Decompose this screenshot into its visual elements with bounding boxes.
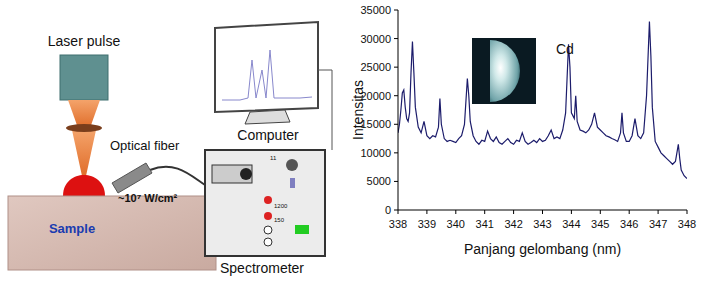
x-tick-label: 342 (504, 218, 522, 230)
button-red (264, 212, 272, 220)
lens (66, 124, 102, 132)
x-tick-label: 341 (476, 218, 494, 230)
y-tick (394, 10, 398, 11)
slot (212, 165, 252, 183)
x-tick (571, 210, 572, 214)
y-tick (394, 181, 398, 182)
x-tick (658, 210, 659, 214)
x-tick (542, 210, 543, 214)
fiber-port (240, 168, 252, 180)
plot-area (398, 21, 687, 178)
y-tick (394, 152, 398, 153)
laser-label: Laser pulse (48, 33, 121, 49)
x-tick-label: 348 (678, 218, 696, 230)
annotation: Cd (556, 41, 574, 57)
x-tick-label: 343 (533, 218, 551, 230)
button-white (264, 226, 272, 234)
x-tick (687, 210, 688, 214)
x-tick (455, 210, 456, 214)
sample-label: Sample (49, 221, 95, 236)
monitor-stand (245, 110, 290, 124)
screen-spectrum (222, 50, 312, 100)
x-tick (398, 210, 399, 214)
spectrometer-box (205, 150, 325, 256)
panel-label: 1200 (274, 203, 288, 209)
x-tick (484, 210, 485, 214)
y-tick-label: 35000 (360, 4, 391, 16)
laser-beam-focused (72, 130, 96, 176)
x-tick-label: 346 (620, 218, 638, 230)
sample-block (8, 196, 216, 270)
panel-label: 150 (274, 217, 285, 223)
x-tick-label: 344 (562, 218, 580, 230)
spectrum-line (398, 21, 687, 178)
y-tick (394, 67, 398, 68)
switch (290, 178, 295, 188)
x-tick-label: 339 (418, 218, 436, 230)
figure: Laser pulse Sample Optical fiber ~10⁷ W/cm²… (0, 0, 718, 282)
inset-plasma (490, 40, 520, 102)
x-tick (629, 210, 630, 214)
y-axis (398, 10, 399, 210)
button-red (264, 196, 272, 204)
y-tick-label: 5000 (367, 175, 391, 187)
x-tick (513, 210, 514, 214)
y-tick-label: 30000 (360, 33, 391, 45)
x-tick-label: 340 (447, 218, 465, 230)
y-tick (394, 124, 398, 125)
fiber-head (112, 163, 152, 193)
led (295, 225, 309, 234)
data-cable (318, 70, 332, 150)
y-tick-label: 25000 (360, 61, 391, 73)
inset-photo (472, 38, 536, 104)
x-tick-label: 345 (591, 218, 609, 230)
y-tick-label: 10000 (360, 147, 391, 159)
x-tick (426, 210, 427, 214)
fiber-label: Optical fiber (110, 138, 180, 153)
x-tick-label: 347 (649, 218, 667, 230)
plasma (63, 175, 105, 196)
y-tick (394, 38, 398, 39)
computer-label: Computer (237, 127, 299, 143)
monitor (215, 22, 318, 112)
knob (286, 159, 298, 171)
button-white (264, 238, 272, 246)
spectrometer-label: Spectrometer (220, 260, 304, 276)
x-tick (600, 210, 601, 214)
laser-beam (68, 100, 100, 128)
y-tick (394, 95, 398, 96)
panel-label: 11 (270, 155, 277, 161)
intensity-label: ~10⁷ W/cm² (118, 192, 178, 204)
y-tick (394, 210, 398, 211)
x-axis-label: Panjang gelombang (nm) (464, 241, 621, 257)
x-tick-label: 338 (389, 218, 407, 230)
y-axis-label: Intensitas (350, 80, 366, 140)
laser-head (60, 55, 108, 100)
y-tick-label: 0 (385, 204, 391, 216)
